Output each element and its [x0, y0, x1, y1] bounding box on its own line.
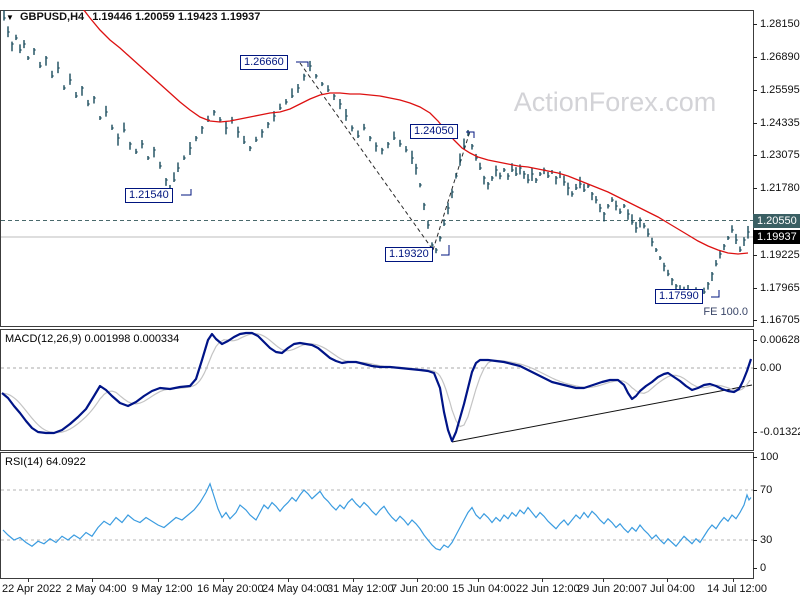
axis-tick-label: 1.23075	[760, 149, 800, 161]
x-axis-tick	[28, 578, 29, 582]
price-callout-label: 1.26660	[240, 55, 288, 70]
axis-tick-mark	[753, 540, 757, 541]
x-axis-label: 29 Jun 20:00	[577, 583, 641, 595]
macd-indicator-label: MACD(12,26,9) 0.001998 0.000334	[5, 333, 180, 345]
x-axis-label: 2 May 04:00	[66, 583, 127, 595]
price-callout-label: 1.21540	[125, 188, 173, 203]
axis-tick-mark	[753, 432, 757, 433]
price-chart-canvas[interactable]	[0, 10, 754, 326]
x-axis-tick	[288, 578, 289, 582]
watermark: ActionForex.com	[513, 87, 717, 117]
price-callout-label: 1.19320	[385, 247, 433, 262]
symbol-dropdown-icon[interactable]: ▼	[6, 13, 14, 22]
price-callout-label: 1.24050	[410, 124, 458, 139]
axis-tick-label: 100	[760, 451, 779, 463]
current-price-badge: 1.19937	[753, 230, 800, 244]
axis-tick-mark	[753, 368, 757, 369]
price-callout-label: 1.17590	[655, 289, 703, 304]
axis-tick-mark	[753, 123, 757, 124]
main-price-panel	[0, 10, 754, 327]
chart-title: GBPUSD,H4 1.19446 1.20059 1.19423 1.19937	[20, 11, 260, 23]
rsi-panel	[0, 452, 754, 579]
axis-tick-mark	[753, 90, 757, 91]
axis-tick-mark	[753, 288, 757, 289]
axis-tick-mark	[753, 320, 757, 321]
axis-tick-label: 1.24335	[760, 117, 800, 129]
x-axis-label: 16 May 20:00	[197, 583, 264, 595]
axis-tick-label: 1.21780	[760, 182, 800, 194]
x-axis-label: 31 May 12:00	[327, 583, 394, 595]
x-axis-tick	[92, 578, 93, 582]
x-axis-tick	[223, 578, 224, 582]
ohlc-values: 1.19446 1.20059 1.19423 1.19937	[92, 11, 261, 23]
x-axis-tick	[478, 578, 479, 582]
axis-tick-mark	[753, 568, 757, 569]
x-axis-label: 14 Jul 12:00	[707, 583, 767, 595]
x-axis-label: 24 May 04:00	[262, 583, 329, 595]
x-axis-tick	[733, 578, 734, 582]
x-axis-label: 22 Apr 2022	[2, 583, 62, 595]
fib-extension-label: FE 100.0	[703, 306, 748, 318]
axis-tick-label: 0.006285	[760, 334, 800, 346]
axis-tick-mark	[753, 457, 757, 458]
axis-tick-mark	[753, 255, 757, 256]
axis-tick-label: 30	[760, 534, 773, 546]
x-axis-tick	[353, 578, 354, 582]
axis-tick-mark	[753, 490, 757, 491]
x-axis-label: 22 Jun 12:00	[516, 583, 580, 595]
axis-tick-label: 1.16705	[760, 314, 800, 326]
symbol-label: GBPUSD,H4	[20, 11, 85, 23]
axis-tick-label: 1.25595	[760, 84, 800, 96]
axis-tick-label: 1.17965	[760, 282, 800, 294]
x-axis-label: 15 Jun 04:00	[452, 583, 516, 595]
axis-tick-label: -0.013223	[760, 426, 800, 438]
x-axis-label: 9 May 12:00	[132, 583, 193, 595]
axis-tick-label: 0	[760, 562, 767, 574]
axis-tick-label: 0.00	[760, 362, 782, 374]
axis-tick-label: 1.26890	[760, 51, 800, 63]
axis-tick-label: 70	[760, 484, 773, 496]
axis-tick-mark	[753, 188, 757, 189]
axis-tick-mark	[753, 57, 757, 58]
rsi-indicator-label: RSI(14) 64.0922	[5, 456, 86, 468]
x-axis-tick	[417, 578, 418, 582]
x-axis-tick	[603, 578, 604, 582]
x-axis-label: 7 Jul 04:00	[641, 583, 695, 595]
axis-tick-mark	[753, 24, 757, 25]
current-price-badge: 1.20550	[753, 214, 800, 228]
axis-tick-label: 1.28150	[760, 18, 800, 30]
axis-tick-mark	[753, 340, 757, 341]
macd-panel	[0, 329, 754, 451]
macd-chart-canvas[interactable]	[0, 329, 754, 451]
x-axis-tick	[158, 578, 159, 582]
x-axis-tick	[542, 578, 543, 582]
rsi-chart-canvas[interactable]	[0, 452, 754, 578]
x-axis-label: 7 Jun 20:00	[391, 583, 449, 595]
axis-tick-label: 1.19225	[760, 249, 800, 261]
x-axis-tick	[667, 578, 668, 582]
axis-tick-mark	[753, 155, 757, 156]
